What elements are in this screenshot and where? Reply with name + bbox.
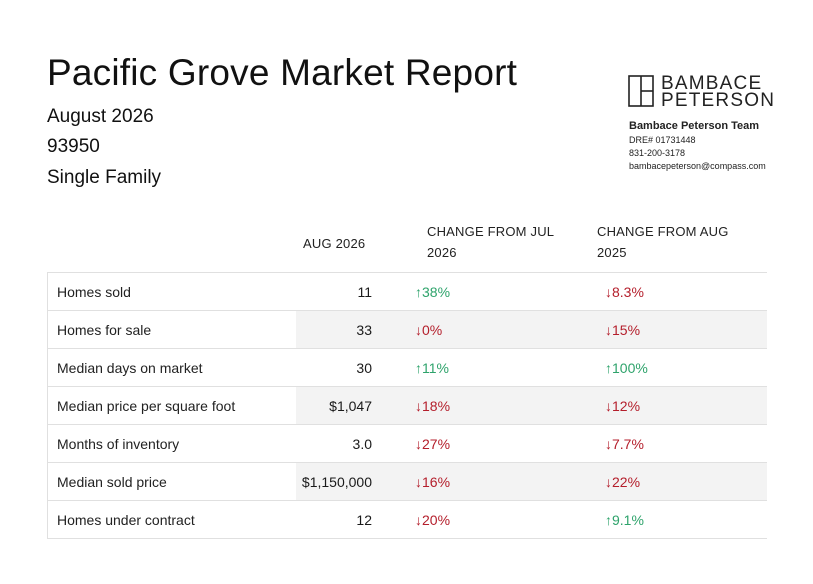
row-label: Median price per square foot [47,386,296,425]
report-zip: 93950 [47,136,100,157]
report-property-type: Single Family [47,167,162,188]
column-header-current: AUG 2026 [303,236,366,251]
row-change-year: ↑100% [585,348,767,387]
row-value: 33 [296,310,385,349]
row-value: 12 [296,500,385,539]
row-value: 3.0 [296,424,385,463]
row-change-month: ↓20% [385,500,585,539]
table-row: Median sold price $1,150,000 ↓16% ↓22% [47,462,767,501]
row-change-month: ↓16% [385,462,585,501]
row-label: Homes under contract [47,500,296,539]
logo-text-line1: BAMBACE [661,73,763,94]
market-stats-table: Homes sold 11 ↑38% ↓8.3% Homes for sale … [47,272,767,539]
table-row: Homes for sale 33 ↓0% ↓15% [47,310,767,349]
logo-text-line2: PETERSON [661,90,776,111]
row-label: Median sold price [47,462,296,501]
row-value: $1,047 [296,386,385,425]
table-row: Homes sold 11 ↑38% ↓8.3% [47,272,767,311]
row-label: Homes sold [47,272,296,311]
row-change-month: ↑11% [385,348,585,387]
row-label: Homes for sale [47,310,296,349]
license-number: DRE# 01731448 [629,135,696,145]
row-label: Months of inventory [47,424,296,463]
row-value: 11 [296,272,385,311]
row-change-month: ↓18% [385,386,585,425]
row-change-year: ↓12% [585,386,767,425]
row-change-month: ↓0% [385,310,585,349]
contact-block: Bambace Peterson Team DRE# 01731448 831-… [629,120,766,173]
phone-number: 831-200-3178 [629,148,686,158]
column-header-change-year: CHANGE FROM AUG 2025 [597,224,729,260]
row-label: Median days on market [47,348,296,387]
email-address: bambacepeterson@compass.com [629,161,766,171]
row-change-year: ↑9.1% [585,500,767,539]
table-row: Median price per square foot $1,047 ↓18%… [47,386,767,425]
column-header-change-month: CHANGE FROM JUL 2026 [427,224,554,260]
table-row: Homes under contract 12 ↓20% ↑9.1% [47,500,767,539]
page-title: Pacific Grove Market Report [47,52,518,93]
row-change-year: ↓7.7% [585,424,767,463]
row-change-year: ↓15% [585,310,767,349]
team-name: Bambace Peterson Team [629,120,760,132]
row-change-month: ↑38% [385,272,585,311]
logo-mark-icon [628,75,654,107]
row-change-month: ↓27% [385,424,585,463]
row-change-year: ↓22% [585,462,767,501]
table-row: Months of inventory 3.0 ↓27% ↓7.7% [47,424,767,463]
row-value: 30 [296,348,385,387]
row-change-year: ↓8.3% [585,272,767,311]
report-period: August 2026 [47,106,154,127]
brand-logo: BAMBACE PETERSON [628,73,778,111]
table-row: Median days on market 30 ↑11% ↑100% [47,348,767,387]
row-value: $1,150,000 [296,462,385,501]
